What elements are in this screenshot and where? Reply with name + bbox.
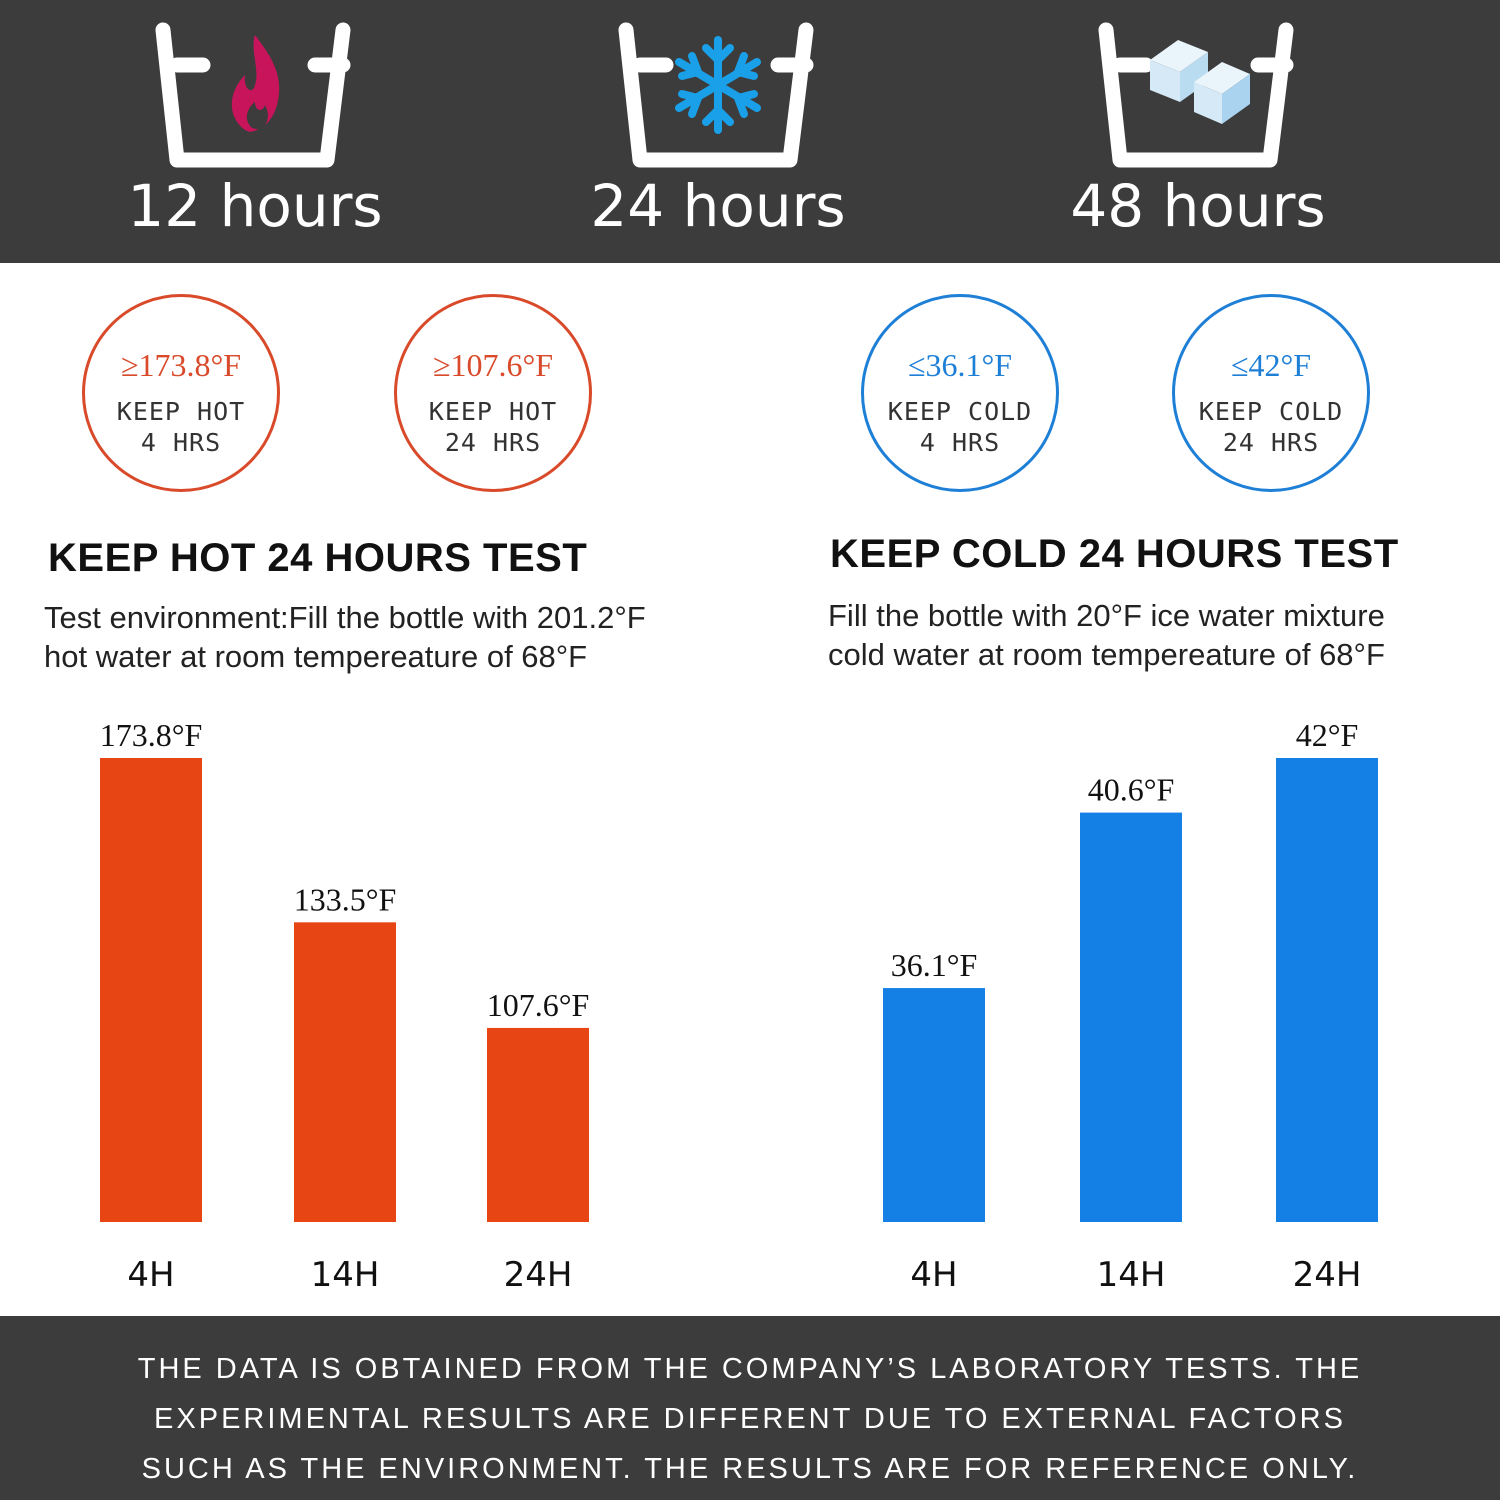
chart0-value-label: 173.8°F bbox=[100, 717, 203, 753]
feature-ice: 48 hours bbox=[1048, 20, 1348, 260]
badge-label: KEEP COLD bbox=[887, 397, 1033, 426]
disclaimer-band: THE DATA IS OBTAINED FROM THE COMPANY’S … bbox=[0, 1316, 1500, 1500]
snowflake-basin-icon bbox=[618, 22, 814, 168]
cold-test-description: Fill the bottle with 20°F ice water mixt… bbox=[828, 596, 1385, 674]
chart1-value-label: 42°F bbox=[1296, 717, 1359, 753]
badge-cold-4hrs: ≤36.1°F KEEP COLD 4 HRS bbox=[861, 294, 1059, 492]
chart1-value-label: 36.1°F bbox=[891, 947, 978, 983]
hot-desc-line: Test environment:Fill the bottle with 20… bbox=[44, 600, 646, 635]
cold-desc-line: Fill the bottle with 20°F ice water mixt… bbox=[828, 598, 1385, 633]
badge-hot-24hrs: ≥107.6°F KEEP HOT 24 HRS bbox=[394, 294, 592, 492]
disclaimer-line: SUCH AS THE ENVIRONMENT. THE RESULTS ARE… bbox=[141, 1453, 1359, 1485]
disclaimer-line: THE DATA IS OBTAINED FROM THE COMPANY’S … bbox=[137, 1353, 1363, 1385]
chart0-category-label: 4H bbox=[127, 1255, 174, 1295]
badge-duration: 24 HRS bbox=[444, 428, 542, 457]
chart1-bar-4H bbox=[883, 988, 985, 1222]
ice-cubes-icon bbox=[1150, 40, 1250, 124]
chart1-bar-14H bbox=[1080, 812, 1182, 1222]
duration-label: 24 hours bbox=[590, 172, 846, 240]
cold-desc-line: cold water at room tempereature of 68°F bbox=[828, 637, 1385, 672]
badge-duration: 4 HRS bbox=[919, 428, 1001, 457]
snowflake-icon bbox=[675, 36, 761, 134]
disclaimer-line: EXPERIMENTAL RESULTS ARE DIFFERENT DUE T… bbox=[154, 1403, 1346, 1435]
badge-label: KEEP COLD bbox=[1198, 397, 1344, 426]
badge-temp: ≤42°F bbox=[1230, 347, 1312, 383]
chart0-value-label: 107.6°F bbox=[487, 987, 590, 1023]
feature-hot: 12 hours bbox=[105, 20, 405, 260]
flame-basin-icon bbox=[155, 22, 351, 168]
badge-temp: ≤36.1°F bbox=[907, 347, 1013, 383]
hot-desc-line: hot water at room tempereature of 68°F bbox=[44, 639, 588, 674]
chart0-bar-14H bbox=[294, 922, 396, 1222]
chart0-bar-4H bbox=[100, 758, 202, 1222]
chart1-category-label: 4H bbox=[910, 1255, 957, 1295]
duration-label: 48 hours bbox=[1070, 172, 1326, 240]
chart1-value-label: 40.6°F bbox=[1088, 772, 1175, 808]
chart0-category-label: 14H bbox=[311, 1255, 380, 1295]
disclaimer-text: THE DATA IS OBTAINED FROM THE COMPANY’S … bbox=[60, 1344, 1440, 1494]
badge-duration: 4 HRS bbox=[140, 428, 222, 457]
badge-temp: ≥107.6°F bbox=[432, 347, 554, 383]
badge-temp: ≥173.8°F bbox=[120, 347, 242, 383]
badge-label: KEEP HOT bbox=[428, 397, 558, 426]
chart0-bar-24H bbox=[487, 1027, 589, 1222]
chart0-value-label: 133.5°F bbox=[294, 881, 397, 917]
temperature-bar-charts: 173.8°F 4H 133.5°F 14H 107.6°F 24H 36.1°F 4H 40.… bbox=[100, 717, 1378, 1295]
badge-cold-24hrs: ≤42°F KEEP COLD 24 HRS bbox=[1172, 294, 1370, 492]
feature-header: 12 hours 24 hours bbox=[0, 0, 1500, 263]
chart0-category-label: 24H bbox=[504, 1255, 573, 1295]
cold-test-title: KEEP COLD 24 HOURS TEST bbox=[830, 532, 1399, 576]
badge-duration: 24 HRS bbox=[1222, 428, 1320, 457]
chart1-bar-24H bbox=[1276, 758, 1378, 1222]
ice-basin-icon bbox=[1098, 22, 1294, 168]
chart1-category-label: 14H bbox=[1097, 1255, 1166, 1295]
hot-test-description: Test environment:Fill the bottle with 20… bbox=[44, 598, 646, 676]
badge-label: KEEP HOT bbox=[116, 397, 246, 426]
hot-test-title: KEEP HOT 24 HOURS TEST bbox=[48, 536, 588, 580]
chart1-category-label: 24H bbox=[1293, 1255, 1362, 1295]
badge-hot-4hrs: ≥173.8°F KEEP HOT 4 HRS bbox=[82, 294, 280, 492]
duration-label: 12 hours bbox=[127, 172, 383, 240]
feature-cold: 24 hours bbox=[568, 20, 868, 260]
flame-icon bbox=[231, 35, 280, 132]
